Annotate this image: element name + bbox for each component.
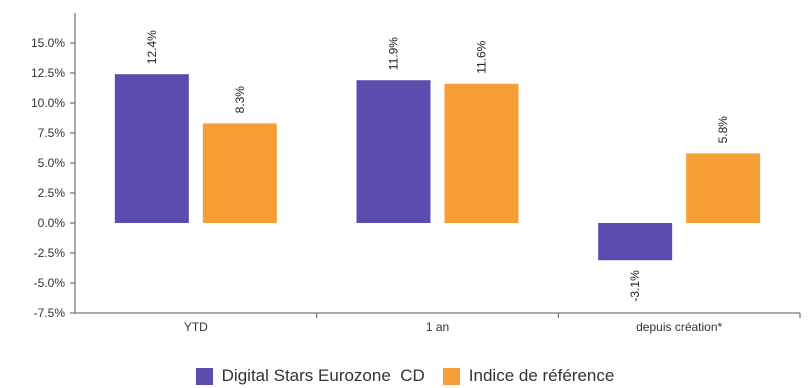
- bar: [598, 223, 673, 261]
- bar: [686, 153, 761, 223]
- data-label: 11.6%: [475, 40, 489, 73]
- bar: [202, 123, 277, 223]
- data-label: 5.8%: [716, 116, 730, 144]
- y-tick-label: -2.5%: [34, 246, 66, 260]
- legend: Digital Stars Eurozone CD Indice de réfé…: [0, 365, 810, 387]
- legend-label: Digital Stars Eurozone CD: [221, 366, 425, 385]
- axes: -7.5% -5.0% -2.5% 0.0% 2.5% 5.0% 7.5% 10.0% 12.5…: [31, 13, 801, 334]
- bars: [114, 74, 761, 261]
- x-tick-label: depuis création*: [636, 320, 722, 334]
- legend-swatch: [195, 367, 213, 385]
- legend-item-series-2: Indice de référence: [442, 366, 615, 386]
- data-label: -3.1%: [628, 270, 642, 302]
- data-label: 12.4%: [145, 30, 159, 64]
- data-label: 8.3%: [233, 86, 247, 114]
- y-tick-label: 15.0%: [31, 36, 65, 50]
- legend-label: Indice de référence: [468, 366, 615, 385]
- bar: [356, 80, 431, 223]
- y-tick-label: 0.0%: [38, 216, 66, 230]
- legend-swatch: [442, 367, 460, 385]
- y-tick-label: 12.5%: [31, 66, 65, 80]
- legend-item-series-1: Digital Stars Eurozone CD: [195, 366, 425, 386]
- x-tick-label: 1 an: [426, 320, 449, 334]
- y-tick-label: 5.0%: [38, 156, 66, 170]
- y-tick-label: -7.5%: [34, 306, 66, 320]
- y-tick-label: 7.5%: [38, 126, 66, 140]
- y-tick-label: 10.0%: [31, 96, 65, 110]
- bar-chart: -7.5% -5.0% -2.5% 0.0% 2.5% 5.0% 7.5% 10.0% 12.5…: [31, 13, 801, 334]
- bar: [444, 83, 519, 223]
- x-tick-label: YTD: [184, 320, 208, 334]
- y-tick-label: 2.5%: [38, 186, 66, 200]
- data-labels: 12.4% 11.9% -3.1% 8.3% 11.6% 5.8%: [145, 30, 730, 302]
- bar: [114, 74, 189, 223]
- data-label: 11.9%: [387, 37, 401, 70]
- y-tick-label: -5.0%: [34, 276, 66, 290]
